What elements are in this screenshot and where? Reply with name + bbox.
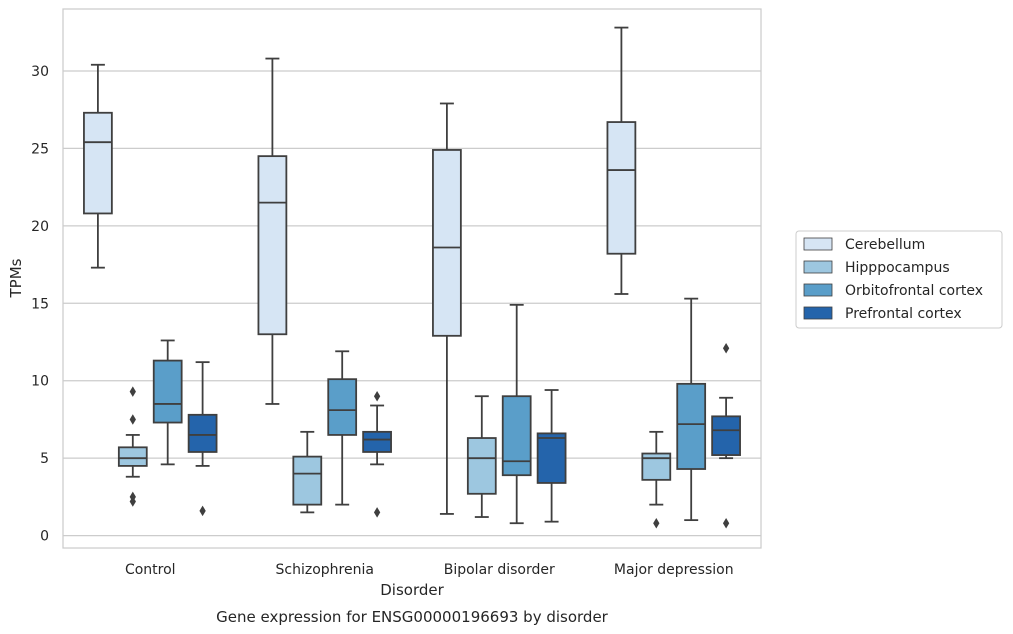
outlier-point: [373, 390, 381, 402]
box-plot-series: [83, 26, 741, 529]
box-iqr: [292, 455, 323, 506]
box-orbitofrontal-cortex: [501, 303, 532, 525]
x-tick-label: Control: [125, 562, 176, 578]
box-orbitofrontal-cortex: [152, 339, 183, 466]
legend-swatch: [803, 237, 833, 251]
box-iqr: [711, 415, 741, 456]
legend-swatch: [803, 283, 833, 297]
box-cerebellum: [83, 63, 113, 269]
box-hipppocampus: [641, 430, 672, 529]
outlier-point: [722, 342, 730, 354]
box-orbitofrontal-cortex: [676, 297, 707, 522]
y-tick-label: 25: [31, 141, 49, 157]
y-tick-label: 20: [31, 219, 49, 235]
box-iqr: [83, 111, 113, 215]
box-iqr: [117, 446, 148, 467]
box-prefrontal-cortex: [362, 390, 392, 518]
box-prefrontal-cortex: [536, 389, 567, 523]
box-cerebellum: [606, 26, 637, 295]
x-axis-label: Disorder: [380, 581, 444, 599]
box-cerebellum: [257, 57, 288, 405]
outlier-point: [129, 414, 136, 425]
box-hipppocampus: [466, 395, 497, 518]
y-tick-label: 10: [31, 374, 49, 390]
chart-caption: Gene expression for ENSG00000196693 by d…: [216, 608, 609, 626]
box-iqr: [187, 413, 218, 453]
box-iqr: [536, 432, 567, 484]
legend: Cerebellum Hipppocampus Orbitofrontal cort…: [795, 230, 1003, 329]
box-iqr: [362, 430, 392, 453]
y-tick-label: 15: [31, 296, 49, 312]
plot-area-frame: [62, 8, 762, 549]
box-hipppocampus: [292, 430, 323, 514]
y-axis-ticks: 0 5 10 15 20 25 30: [31, 64, 49, 545]
legend-label: Prefrontal cortex: [845, 306, 962, 322]
box-iqr: [606, 121, 637, 255]
y-tick-label: 0: [40, 529, 49, 545]
outlier-point: [129, 496, 136, 507]
box-cerebellum: [432, 102, 462, 515]
y-tick-label: 5: [40, 451, 49, 467]
outlier-point: [653, 517, 660, 529]
x-tick-label: Bipolar disorder: [444, 562, 555, 578]
x-tick-label: Schizophrenia: [276, 562, 374, 578]
x-axis-ticks: Control Schizophrenia Bipolar disorder Majo…: [125, 562, 734, 578]
outlier-point: [199, 505, 206, 517]
outlier-point: [722, 517, 730, 529]
box-iqr: [466, 437, 497, 495]
legend-label: Cerebellum: [845, 237, 925, 253]
outlier-point: [373, 507, 381, 518]
y-tick-label: 30: [31, 64, 49, 80]
legend-label: Hipppocampus: [845, 260, 950, 276]
y-axis-label: TPMs: [7, 258, 25, 298]
legend-frame: [795, 230, 1003, 329]
legend-label: Orbitofrontal cortex: [845, 283, 983, 299]
legend-swatch: [803, 306, 833, 320]
box-iqr: [257, 155, 288, 336]
box-iqr: [501, 395, 532, 477]
box-iqr: [152, 359, 183, 424]
box-hipppocampus: [117, 386, 148, 507]
box-iqr: [432, 149, 462, 337]
outlier-point: [129, 386, 136, 397]
legend-swatch: [803, 260, 833, 274]
box-iqr: [676, 382, 707, 470]
box-prefrontal-cortex: [187, 361, 218, 517]
box-iqr: [327, 378, 358, 436]
box-prefrontal-cortex: [711, 342, 741, 529]
x-tick-label: Major depression: [614, 562, 734, 578]
box-orbitofrontal-cortex: [327, 350, 358, 506]
